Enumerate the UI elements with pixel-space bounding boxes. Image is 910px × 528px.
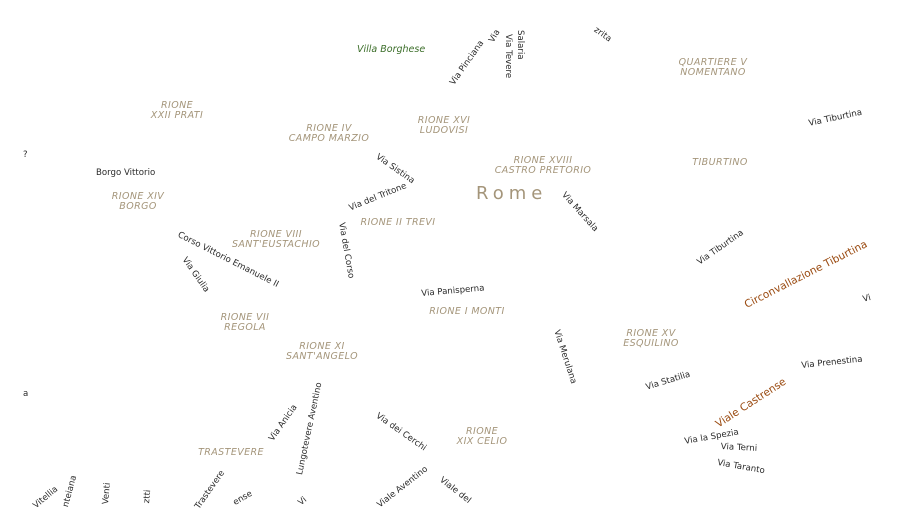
street-label-partial-vi-right[interactable]: Vi <box>861 292 873 305</box>
district-label[interactable]: TRASTEVERE <box>198 448 264 458</box>
district-label-line: SANT'EUSTACHIO <box>231 238 321 250</box>
street-label-via-prenestina[interactable]: Via Prenestina <box>800 354 864 371</box>
district-label[interactable]: RIONE XI SANT'ANGELO <box>286 342 358 362</box>
street-label-via-taranto[interactable]: Via Taranto <box>716 458 766 477</box>
district-label-line: RIONE XV <box>626 328 676 339</box>
street-label-partial-nteiana[interactable]: nteiana <box>61 474 80 509</box>
street-label-salaria[interactable]: Salaria <box>515 30 525 60</box>
district-label-line: XIX CELIO <box>456 435 508 447</box>
district-label-line: RIONE <box>160 100 193 111</box>
street-label-via-panisperna[interactable]: Via Panisperna <box>420 283 485 299</box>
street-label-partial-ense[interactable]: ense <box>231 488 255 508</box>
district-label-line: RIONE <box>466 426 498 437</box>
district-label-line: RIONE IV <box>306 123 352 134</box>
district-label-line: TIBURTINO <box>692 157 748 168</box>
district-label-line: RIONE VII <box>220 312 270 323</box>
street-label-via-pinciana[interactable]: Via Pinciana <box>448 38 487 88</box>
district-label-line: RIONE XIV <box>111 191 165 202</box>
district-label[interactable]: RIONE IV CAMPO MARZIO <box>289 124 369 144</box>
district-label-line: CASTRO PRETORIO <box>494 164 592 176</box>
street-label-partial-venti[interactable]: Venti <box>101 482 113 505</box>
street-label-partial-q[interactable]: ? <box>23 150 28 160</box>
district-label[interactable]: RIONE XVIII CASTRO PRETORIO <box>495 156 592 176</box>
street-label-viale-aventino[interactable]: Viale Aventino <box>375 464 430 511</box>
park-label-villa-borghese[interactable]: Villa Borghese <box>357 44 426 55</box>
district-label-line: RIONE I MONTI <box>429 306 505 317</box>
street-label-via-dei-cerchi[interactable]: Via dei Cerchi <box>373 411 429 454</box>
street-label-viale-del[interactable]: Viale del <box>437 475 473 506</box>
street-label-via-tevere[interactable]: Via Tevere <box>503 34 513 79</box>
district-label[interactable]: RIONE VIII SANT'EUSTACHIO <box>232 230 320 250</box>
street-label-via-sistina[interactable]: Via Sistina <box>373 152 417 187</box>
street-label-via-tiburtina[interactable]: Via Tiburtina <box>695 228 746 268</box>
district-label-line: XXII PRATI <box>150 109 204 121</box>
street-label-via[interactable]: Via <box>487 27 503 45</box>
street-label-partial-top[interactable]: zrita <box>591 25 614 45</box>
street-label-via-tiburtina-east[interactable]: Via Tiburtina <box>807 107 864 129</box>
street-label-via-anicia[interactable]: Via Anicia <box>267 402 300 444</box>
district-label[interactable]: RIONE I MONTI <box>429 307 504 317</box>
district-label[interactable]: RIONE XXII PRATI <box>151 101 203 121</box>
district-label[interactable]: RIONE XVI LUDOVISI <box>418 116 470 136</box>
street-label-via-del-corso[interactable]: Via del Corso <box>336 221 356 280</box>
street-label-via-marsala[interactable]: Via Marsala <box>559 190 600 234</box>
district-label[interactable]: RIONE VII REGOLA <box>221 313 270 333</box>
district-label-line: BORGO <box>119 200 157 212</box>
district-label-line: SANT'ANGELO <box>286 350 358 362</box>
district-label[interactable]: QUARTIERE V NOMENTANO <box>679 58 748 78</box>
district-label-line: CAMPO MARZIO <box>288 132 370 144</box>
street-label-partial-trastevere[interactable]: Trastevere <box>193 468 228 512</box>
district-label[interactable]: RIONE XV ESQUILINO <box>623 329 679 349</box>
street-label-via-terni[interactable]: Via Terni <box>720 442 758 454</box>
district-label-line: RIONE II TREVI <box>360 217 436 228</box>
district-label-line: RIONE VIII <box>250 229 302 240</box>
district-label[interactable]: RIONE XIV BORGO <box>112 192 164 212</box>
district-label-line: LUDOVISI <box>419 124 469 136</box>
district-label[interactable]: RIONE II TREVI <box>361 218 436 228</box>
street-label-partial-vi-bottom[interactable]: Vi <box>296 495 309 508</box>
district-label[interactable]: RIONE XIX CELIO <box>457 427 508 447</box>
street-label-via-statilia[interactable]: Via Statilia <box>644 369 692 393</box>
street-label-via-merulana[interactable]: Via Merulana <box>551 328 579 386</box>
major-road-label-viale-castrense[interactable]: Viale Castrense <box>713 375 789 431</box>
district-label[interactable]: TIBURTINO <box>692 158 747 168</box>
district-label-line: ESQUILINO <box>623 337 679 349</box>
street-label-partial-a[interactable]: a <box>23 389 29 399</box>
city-label-rome[interactable]: Rome <box>476 183 548 204</box>
district-label-line: QUARTIERE V <box>678 57 748 68</box>
street-label-via-giulia[interactable]: Via Giulia <box>179 255 212 295</box>
street-label-lungotevere-aventino[interactable]: Lungotevere Aventino <box>295 381 325 476</box>
district-label-line: RIONE XVI <box>417 115 471 126</box>
major-road-label-circonvallazione-tiburtina[interactable]: Circonvallazione Tiburtina <box>742 238 870 311</box>
district-label-line: RIONE XI <box>299 341 345 352</box>
district-label-line: TRASTEVERE <box>198 447 264 458</box>
street-label-vitellia[interactable]: Vitellia <box>31 484 61 511</box>
street-label-borgo-vittorio[interactable]: Borgo Vittorio <box>96 168 156 178</box>
district-label-line: NOMENTANO <box>680 66 746 78</box>
street-label-via-del-tritone[interactable]: Via del Tritone <box>347 181 409 214</box>
district-label-line: REGOLA <box>224 321 266 333</box>
district-label-line: RIONE XVIII <box>513 155 573 166</box>
street-label-partial-ztti[interactable]: ztti <box>142 489 154 504</box>
